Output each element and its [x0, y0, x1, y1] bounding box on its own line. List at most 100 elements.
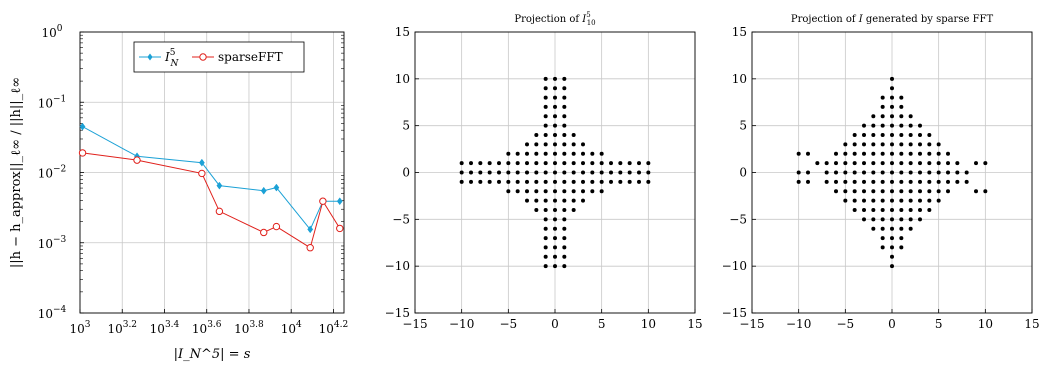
scatter-point [890, 207, 894, 212]
series-point-circle [133, 156, 141, 164]
scatter-point [599, 179, 604, 184]
y-tick-label: 15 [395, 25, 410, 39]
scatter-point [553, 86, 557, 91]
scatter-point [637, 161, 641, 166]
y-tick-label-exp: −1 [53, 94, 66, 104]
x-tick-label-exp: 3.6 [207, 320, 222, 330]
scatter-point [824, 170, 829, 175]
scatter-point [534, 161, 539, 166]
scatter-point [459, 161, 464, 166]
scatter-point [862, 123, 866, 128]
scatter-point [796, 170, 801, 175]
scatter-point [890, 161, 894, 166]
scatter-point [880, 104, 885, 109]
scatter-point [862, 142, 866, 147]
x-tick-label: 10 [641, 317, 656, 331]
scatter-point [936, 170, 941, 175]
scatter-point [918, 179, 922, 184]
scatter-point [459, 170, 464, 175]
scatter-point [571, 170, 576, 175]
scatter-point [543, 142, 548, 147]
scatter-point [899, 179, 904, 184]
scatter-point [899, 189, 904, 194]
scatter-point [506, 179, 511, 184]
scatter-point [806, 170, 810, 175]
scatter-point [571, 207, 576, 212]
scatter-point [543, 198, 548, 203]
legend-label-0-base: I [164, 50, 170, 64]
scatter-point [646, 161, 651, 166]
scatter-point [862, 151, 866, 156]
scatter-point [534, 198, 539, 203]
scatter-point [974, 189, 978, 194]
scatter-point [553, 217, 557, 222]
x-tick-label: 15 [687, 317, 702, 331]
scatter-point [852, 142, 857, 147]
scatter-point [918, 161, 922, 166]
scatter-point [918, 189, 922, 194]
scatter-point [871, 189, 876, 194]
scatter-point [525, 189, 529, 194]
scatter-point [852, 170, 857, 175]
y-tick-label-base: 10 [38, 237, 53, 251]
series-point-circle [78, 149, 87, 157]
legend-label-0-sub: N [169, 59, 179, 69]
scatter-point [899, 142, 904, 147]
scatter-point [890, 179, 894, 184]
scatter-point [834, 179, 838, 184]
y-tick-label: −5 [392, 212, 410, 226]
scatter-point [525, 179, 529, 184]
scatter-point [890, 142, 894, 147]
scatter-point [562, 179, 567, 184]
scatter-point [834, 170, 838, 175]
x-tick-label: 5 [598, 317, 606, 331]
scatter-point [946, 151, 950, 156]
scatter-point [908, 142, 913, 147]
scatter-point [880, 226, 885, 231]
scatter-point [599, 151, 604, 156]
scatter-point [871, 226, 876, 231]
x-tick-label: 103.2 [107, 320, 137, 336]
scatter-point [899, 236, 904, 241]
x-tick-label-base: 10 [192, 322, 207, 336]
scatter-point [815, 161, 820, 166]
error-plot: 103 103.2 103.4 103.6 103.8 104 104.210−410−31… [9, 24, 348, 362]
scatter-point [515, 151, 520, 156]
y-tick-label: 10 [732, 72, 747, 86]
scatter-point [862, 207, 866, 212]
scatter-point [553, 245, 557, 250]
scatter-point [862, 133, 866, 138]
scatter-point [543, 245, 548, 250]
scatter-point [880, 245, 885, 250]
x-tick-label-base: 10 [281, 322, 296, 336]
scatter-point [553, 133, 557, 138]
scatter-point [936, 161, 941, 166]
scatter-point [880, 114, 885, 119]
scatter-point [543, 179, 548, 184]
scatter-point [599, 189, 604, 194]
scatter-point [871, 114, 876, 119]
scatter-point [571, 198, 576, 203]
scatter-point [525, 151, 529, 156]
y-tick-label-exp: 0 [57, 24, 63, 34]
x-tick-label-base: 10 [150, 322, 165, 336]
scatter-point [936, 198, 941, 203]
scatter-point [946, 179, 950, 184]
scatter-point [899, 123, 904, 128]
scatter-point [899, 133, 904, 138]
scatter-point [890, 245, 894, 250]
scatter-point [927, 133, 932, 138]
title-symbol: I [858, 14, 864, 25]
scatter-point [908, 207, 913, 212]
scatter-point [506, 151, 511, 156]
x-tick-label: −5 [836, 317, 854, 331]
scatter-point [553, 123, 557, 128]
scatter-point [908, 151, 913, 156]
scatter-point [562, 95, 567, 100]
scatter-point [880, 161, 885, 166]
y-tick-label: 10 [395, 72, 410, 86]
scatter-point [543, 114, 548, 119]
scatter-point [478, 170, 483, 175]
scatter-point [871, 133, 876, 138]
scatter-point [543, 133, 548, 138]
